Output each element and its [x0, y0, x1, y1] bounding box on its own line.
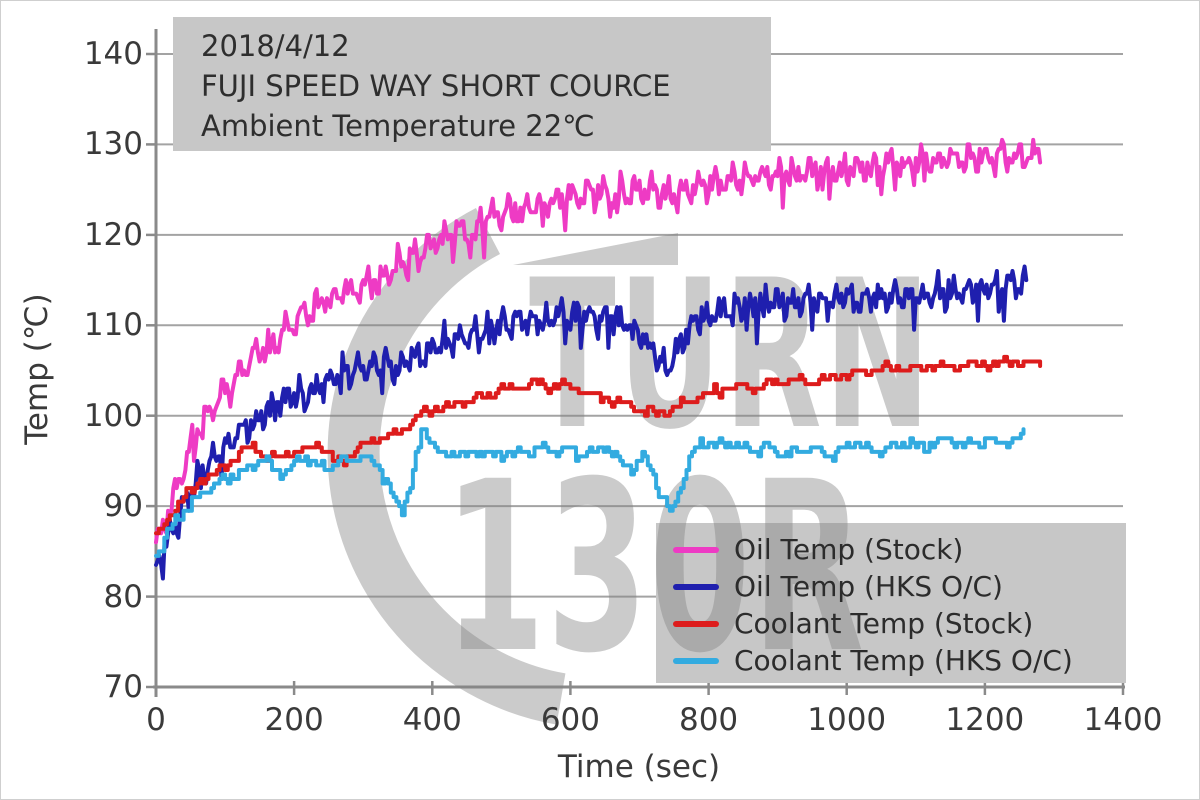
legend-swatch-oil-temp-hks	[673, 583, 719, 590]
y-tick-label: 110	[83, 307, 143, 344]
legend-box-background	[656, 523, 1126, 683]
legend-label: Oil Temp (HKS O/C)	[734, 570, 1003, 603]
y-tick-label: 130	[83, 126, 143, 163]
y-tick-label: 100	[83, 397, 143, 434]
watermark-text-line1: TURN	[529, 237, 933, 475]
x-tick-label: 1400	[1083, 702, 1163, 738]
legend-item-oil-temp-stock: Oil Temp (Stock)	[656, 531, 1126, 568]
legend-swatch-oil-temp-stock	[673, 546, 719, 553]
y-tick-label: 80	[103, 578, 143, 615]
legend-swatch-coolant-temp-stock	[673, 620, 719, 627]
y-tick-label: 70	[103, 669, 143, 705]
annotation-date: 2018/4/12	[201, 29, 350, 63]
annotation-box-background	[173, 17, 771, 151]
x-tick-label: 800	[678, 702, 739, 738]
legend-item-coolant-temp-hks: Coolant Temp (HKS O/C)	[656, 642, 1126, 679]
watermark-arc	[327, 207, 566, 725]
chart-legend: Oil Temp (Stock) Oil Temp (HKS O/C) Cool…	[656, 523, 1126, 683]
series-line-coolant-temp-stock	[154, 354, 1043, 536]
y-tick-label: 90	[103, 488, 143, 525]
series-line-coolant-temp-hks-o-c	[154, 427, 1026, 558]
x-tick-label: 1200	[945, 702, 1025, 738]
series-line-oil-temp-stock	[154, 137, 1043, 545]
legend-item-oil-temp-hks: Oil Temp (HKS O/C)	[656, 568, 1126, 605]
annotation-track: FUJI SPEED WAY SHORT COURCE	[201, 69, 671, 103]
legend-label: Coolant Temp (HKS O/C)	[734, 644, 1073, 677]
legend-item-coolant-temp-stock: Coolant Temp (Stock)	[656, 605, 1126, 642]
legend-label: Coolant Temp (Stock)	[734, 607, 1034, 640]
x-axis-title: Time (sec)	[557, 749, 721, 785]
watermark-wedge	[513, 233, 678, 265]
y-tick-label: 120	[83, 216, 143, 253]
watermark-text-line2: 130R	[444, 433, 865, 706]
chart-annotation-box: 2018/4/12 FUJI SPEED WAY SHORT COURCE Am…	[173, 17, 771, 151]
x-tick-label: 1000	[807, 702, 887, 738]
y-axis-title: Temp (℃)	[19, 293, 55, 445]
x-tick-label: 400	[402, 702, 462, 738]
x-tick-label: 200	[264, 702, 324, 738]
legend-swatch-coolant-temp-hks	[673, 657, 719, 664]
annotation-ambient-temp: Ambient Temperature 22℃	[201, 109, 595, 143]
series-line-oil-temp-hks-o-c	[154, 264, 1029, 581]
x-tick-label: 0	[146, 702, 166, 738]
x-tick-label: 600	[540, 702, 600, 738]
y-tick-label: 140	[83, 36, 143, 72]
legend-label: Oil Temp (Stock)	[734, 533, 964, 566]
